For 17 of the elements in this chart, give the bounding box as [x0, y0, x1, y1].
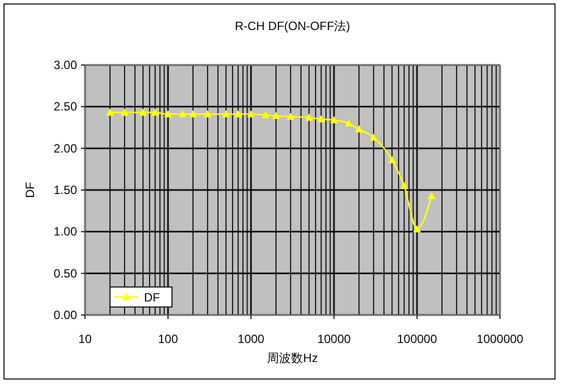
x-axis-title: 周波数Hz [267, 351, 318, 365]
x-tick-label: 1000 [238, 332, 265, 346]
y-tick-label: 1.50 [54, 183, 78, 197]
x-tick-label: 100000 [396, 332, 438, 346]
y-tick-label: 3.00 [54, 58, 78, 72]
y-axis-title: DF [23, 182, 37, 198]
y-tick-label: 2.50 [54, 100, 78, 114]
x-tick-label: 10000 [317, 332, 352, 346]
y-tick-label: 1.00 [54, 224, 78, 239]
y-tick-label: 2.00 [54, 141, 78, 156]
y-tick-label: 0.00 [54, 308, 78, 322]
chart-title: R-CH DF(ON-OFF法) [234, 19, 350, 33]
legend-label: DF [144, 290, 160, 304]
x-tick-label: 100 [158, 332, 178, 346]
y-tick-label: 0.50 [54, 266, 78, 280]
x-tick-label: 10 [78, 332, 92, 346]
x-tick-label: 1000000 [476, 332, 524, 346]
